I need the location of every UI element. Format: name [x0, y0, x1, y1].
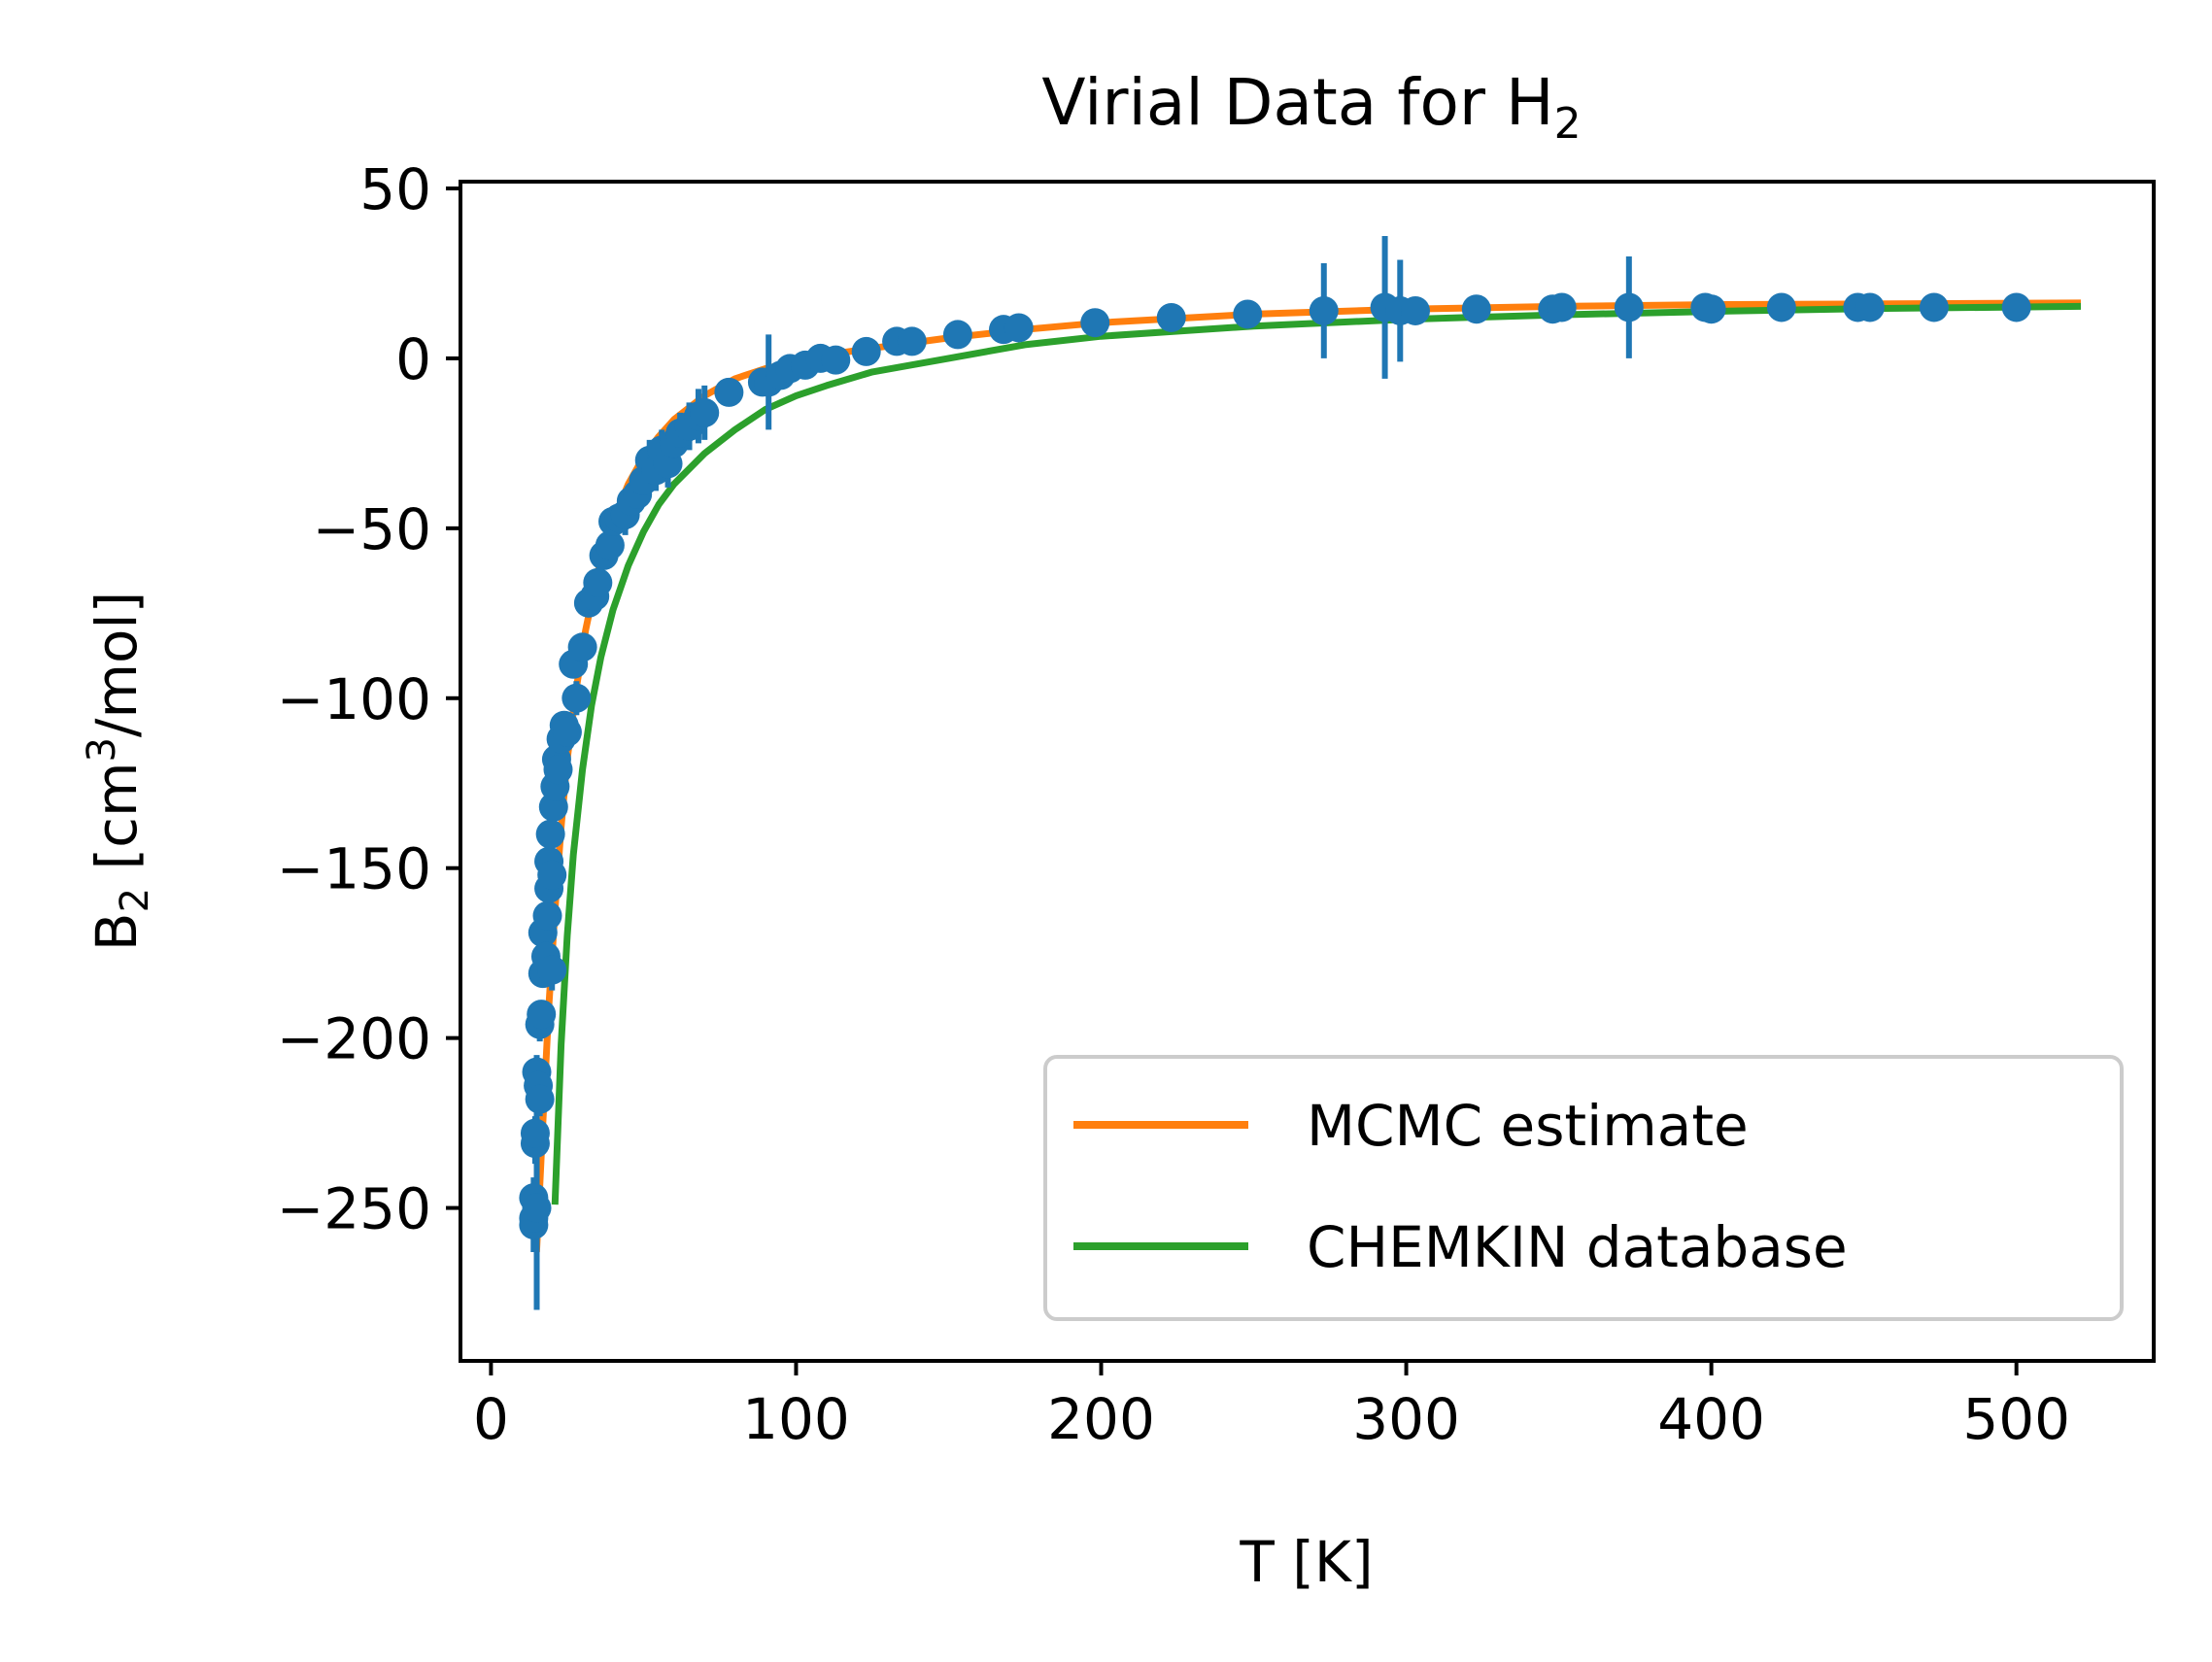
axes-frame — [459, 180, 2156, 1363]
x-tick-label: 200 — [1047, 1386, 1155, 1452]
data-point — [2001, 292, 2031, 322]
y-axis-title-superscript: 3 — [80, 737, 124, 762]
data-point — [1309, 295, 1339, 325]
x-axis-title: T [K] — [1239, 1529, 1373, 1595]
data-point — [1766, 292, 1796, 322]
data-point — [942, 320, 972, 350]
y-tick-label: 0 — [395, 326, 431, 392]
x-tick-label: 300 — [1352, 1386, 1460, 1452]
data-point — [851, 336, 881, 366]
data-point — [537, 955, 567, 985]
data-point — [714, 377, 744, 407]
data-point — [1614, 292, 1644, 322]
chart-title-subscript: 2 — [1554, 99, 1582, 149]
data-point — [1547, 292, 1577, 322]
data-point — [1855, 292, 1885, 322]
y-tick-label: −100 — [277, 666, 431, 732]
data-point — [690, 397, 720, 427]
legend-label-chemkin: CHEMKIN database — [1307, 1214, 1848, 1280]
data-point — [552, 717, 582, 747]
y-tick-label: −150 — [277, 836, 431, 902]
data-point — [535, 819, 565, 849]
y-axis-title-units: [cm — [84, 763, 150, 888]
x-tick-label: 500 — [1962, 1386, 2070, 1452]
x-tick-label: 400 — [1657, 1386, 1765, 1452]
data-layer — [519, 235, 2082, 1310]
x-tick-label: 0 — [473, 1386, 509, 1452]
data-point — [562, 683, 592, 713]
data-point — [525, 1084, 555, 1114]
data-point — [532, 900, 562, 931]
data-point — [1156, 302, 1186, 332]
data-point — [1233, 299, 1263, 329]
data-point — [1400, 295, 1430, 325]
legend: MCMC estimate CHEMKIN database — [1043, 1055, 2124, 1321]
data-point — [1461, 294, 1491, 324]
y-tick-label: 50 — [359, 156, 431, 222]
data-points — [519, 235, 2031, 1310]
data-point — [1696, 294, 1726, 324]
data-point — [821, 345, 851, 375]
data-point — [522, 1193, 552, 1223]
data-point — [537, 860, 567, 890]
legend-label-mcmc: MCMC estimate — [1307, 1093, 1749, 1159]
data-point — [1919, 292, 1949, 322]
legend-box — [1043, 1055, 2124, 1321]
plot-area — [459, 180, 2156, 1363]
data-point — [527, 1000, 557, 1030]
y-axis-title-suffix: /mol] — [84, 592, 150, 737]
data-point — [1004, 313, 1034, 343]
chart-title-main: Virial Data for H — [1041, 65, 1553, 140]
data-point — [897, 326, 927, 356]
y-tick-label: −50 — [313, 496, 431, 562]
chart-title: Virial Data for H2 — [1041, 65, 1581, 149]
y-tick-label: −200 — [277, 1006, 431, 1072]
data-point — [520, 1118, 550, 1148]
y-axis-title: B2 [cm3/mol] — [80, 592, 157, 951]
y-axis-title-prefix: B — [84, 912, 150, 951]
y-axis-ticks: 50 0 −50 −100 −150 −200 −250 — [277, 156, 460, 1242]
y-axis-title-subscript: 2 — [113, 888, 157, 912]
data-point — [543, 755, 573, 785]
data-point — [595, 530, 625, 560]
data-point — [1080, 308, 1110, 338]
x-tick-label: 100 — [742, 1386, 850, 1452]
x-axis-ticks: 0 100 200 300 400 500 — [473, 1361, 2070, 1452]
y-tick-label: −250 — [277, 1176, 431, 1242]
data-point — [567, 632, 597, 662]
data-point — [583, 567, 613, 597]
